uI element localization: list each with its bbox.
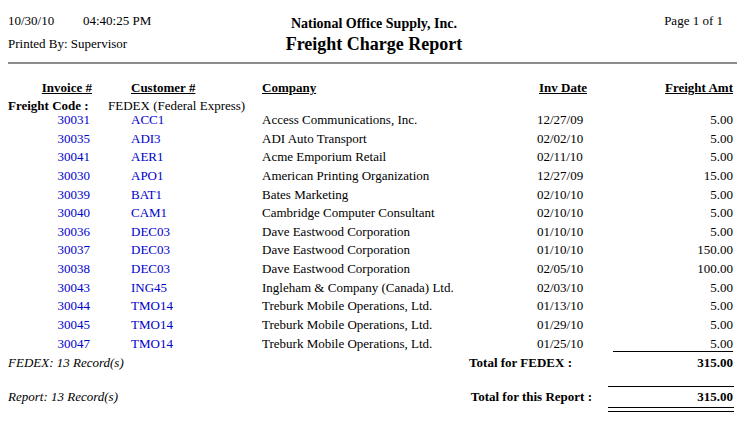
- invoice-number-link[interactable]: 30043: [0, 280, 90, 296]
- company-cell: Ingleham & Company (Canada) Ltd.: [262, 280, 454, 296]
- company-cell: ADI Auto Transport: [262, 131, 367, 147]
- inv-date-cell: 02/03/10: [537, 280, 583, 296]
- freight-amt-cell: 5.00: [710, 336, 733, 352]
- company-cell: Treburk Mobile Operations, Ltd.: [262, 317, 432, 333]
- customer-code-link[interactable]: ING45: [131, 280, 167, 296]
- invoice-number-link[interactable]: 30044: [0, 298, 90, 314]
- inv-date-cell: 01/25/10: [537, 336, 583, 352]
- inv-date-cell: 02/02/10: [537, 131, 583, 147]
- header-divider: [8, 62, 737, 64]
- table-row: 30036 DEC03 Dave Eastwood Corporation 01…: [0, 223, 748, 242]
- table-row: 30041 AER1 Acme Emporium Retail 02/11/10…: [0, 148, 748, 167]
- table-row: 30030 APO1 American Printing Organizatio…: [0, 167, 748, 186]
- report-total-amount: 315.00: [697, 389, 733, 405]
- invoice-number-link[interactable]: 30035: [0, 131, 90, 147]
- company-cell: Bates Marketing: [262, 187, 348, 203]
- page-number: Page 1 of 1: [664, 13, 723, 29]
- report-grand-total-double-rule: [608, 407, 734, 412]
- company-name: National Office Supply, Inc.: [0, 16, 748, 32]
- freight-amt-cell: 5.00: [710, 224, 733, 240]
- customer-code-link[interactable]: AER1: [131, 149, 164, 165]
- inv-date-cell: 12/27/09: [537, 168, 583, 184]
- table-row: 30040 CAM1 Cambridge Computer Consultant…: [0, 204, 748, 223]
- freight-charge-report-page: 10/30/10 04:40:25 PM Printed By: Supervi…: [0, 0, 748, 426]
- table-body: 30031 ACC1 Access Communications, Inc. 1…: [0, 111, 748, 353]
- company-cell: Treburk Mobile Operations, Ltd.: [262, 336, 432, 352]
- customer-code-link[interactable]: TMO14: [131, 298, 173, 314]
- freight-amt-cell: 5.00: [710, 187, 733, 203]
- invoice-number-link[interactable]: 30045: [0, 317, 90, 333]
- customer-code-link[interactable]: TMO14: [131, 317, 173, 333]
- inv-date-cell: 01/13/10: [537, 298, 583, 314]
- inv-date-cell: 12/27/09: [537, 112, 583, 128]
- group-total-amount: 315.00: [697, 355, 733, 371]
- inv-date-cell: 02/11/10: [537, 149, 583, 165]
- freight-amt-cell: 150.00: [697, 242, 733, 258]
- freight-amt-cell: 5.00: [710, 280, 733, 296]
- report-total-rule: [608, 386, 734, 387]
- company-cell: Dave Eastwood Corporation: [262, 224, 410, 240]
- table-row: 30037 DEC03 Dave Eastwood Corporation 01…: [0, 241, 748, 260]
- table-row: 30039 BAT1 Bates Marketing 02/10/10 5.00: [0, 186, 748, 205]
- freight-amt-cell: 5.00: [710, 131, 733, 147]
- customer-code-link[interactable]: BAT1: [131, 187, 162, 203]
- inv-date-cell: 02/10/10: [537, 205, 583, 221]
- company-cell: Access Communications, Inc.: [262, 112, 417, 128]
- column-header-customer: Customer #: [131, 80, 195, 96]
- inv-date-cell: 01/10/10: [537, 224, 583, 240]
- table-row: 30038 DEC03 Dave Eastwood Corporation 02…: [0, 260, 748, 279]
- freight-amt-cell: 100.00: [697, 261, 733, 277]
- report-total-label: Total for this Report :: [380, 389, 592, 405]
- inv-date-cell: 01/10/10: [537, 242, 583, 258]
- invoice-number-link[interactable]: 30031: [0, 112, 90, 128]
- table-header-row: Invoice # Customer # Company Inv Date Fr…: [0, 80, 748, 96]
- invoice-number-link[interactable]: 30047: [0, 336, 90, 352]
- table-row: 30044 TMO14 Treburk Mobile Operations, L…: [0, 297, 748, 316]
- table-row: 30031 ACC1 Access Communications, Inc. 1…: [0, 111, 748, 130]
- customer-code-link[interactable]: CAM1: [131, 205, 167, 221]
- customer-code-link[interactable]: ADI3: [131, 131, 161, 147]
- company-cell: Cambridge Computer Consultant: [262, 205, 435, 221]
- page-title: Freight Charge Report: [0, 34, 748, 55]
- invoice-number-link[interactable]: 30041: [0, 149, 90, 165]
- column-header-company: Company: [262, 80, 316, 96]
- company-cell: Dave Eastwood Corporation: [262, 242, 410, 258]
- column-header-freight-amt: Freight Amt: [665, 80, 733, 96]
- customer-code-link[interactable]: TMO14: [131, 336, 173, 352]
- customer-code-link[interactable]: DEC03: [131, 224, 170, 240]
- company-cell: Acme Emporium Retail: [262, 149, 386, 165]
- invoice-number-link[interactable]: 30038: [0, 261, 90, 277]
- column-header-invoice: Invoice #: [0, 80, 92, 96]
- inv-date-cell: 02/10/10: [537, 187, 583, 203]
- inv-date-cell: 02/05/10: [537, 261, 583, 277]
- freight-amt-cell: 5.00: [710, 149, 733, 165]
- invoice-number-link[interactable]: 30036: [0, 224, 90, 240]
- customer-code-link[interactable]: APO1: [131, 168, 164, 184]
- report-record-count: Report: 13 Record(s): [8, 389, 118, 405]
- company-cell: Dave Eastwood Corporation: [262, 261, 410, 277]
- group-total-rule: [613, 351, 733, 352]
- group-record-count: FEDEX: 13 Record(s): [8, 355, 124, 371]
- freight-amt-cell: 5.00: [710, 205, 733, 221]
- inv-date-cell: 01/29/10: [537, 317, 583, 333]
- freight-amt-cell: 5.00: [710, 112, 733, 128]
- customer-code-link[interactable]: DEC03: [131, 261, 170, 277]
- table-row: 30035 ADI3 ADI Auto Transport 02/02/10 5…: [0, 130, 748, 149]
- invoice-number-link[interactable]: 30030: [0, 168, 90, 184]
- invoice-number-link[interactable]: 30039: [0, 187, 90, 203]
- freight-amt-cell: 5.00: [710, 298, 733, 314]
- invoice-number-link[interactable]: 30037: [0, 242, 90, 258]
- table-row: 30043 ING45 Ingleham & Company (Canada) …: [0, 279, 748, 298]
- customer-code-link[interactable]: ACC1: [131, 112, 164, 128]
- freight-amt-cell: 15.00: [704, 168, 733, 184]
- group-total-label: Total for FEDEX :: [380, 355, 572, 371]
- table-row: 30045 TMO14 Treburk Mobile Operations, L…: [0, 316, 748, 335]
- freight-amt-cell: 5.00: [710, 317, 733, 333]
- company-cell: American Printing Organization: [262, 168, 429, 184]
- company-cell: Treburk Mobile Operations, Ltd.: [262, 298, 432, 314]
- customer-code-link[interactable]: DEC03: [131, 242, 170, 258]
- invoice-number-link[interactable]: 30040: [0, 205, 90, 221]
- column-header-inv-date: Inv Date: [539, 80, 587, 96]
